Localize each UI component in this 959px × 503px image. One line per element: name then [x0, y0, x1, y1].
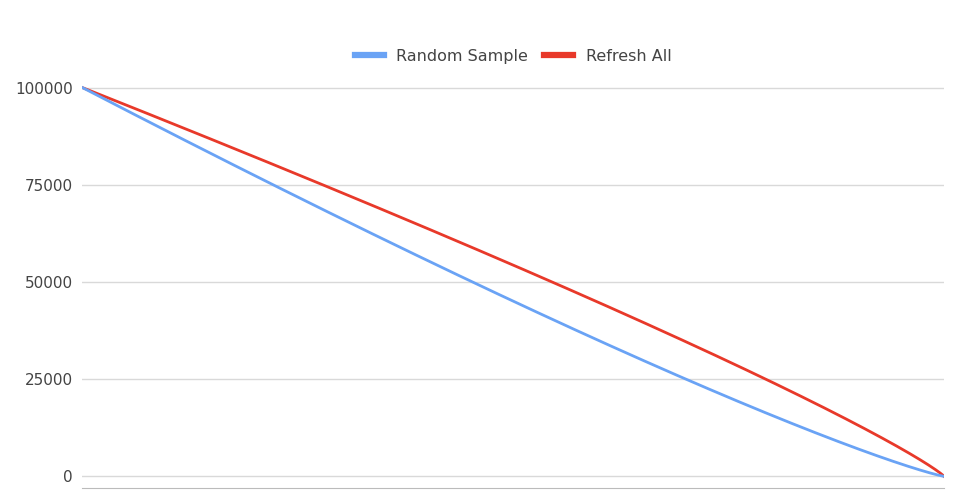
Refresh All — [456, 240, 468, 246]
Random Sample — [668, 371, 680, 377]
Random Sample — [456, 274, 468, 280]
Random Sample — [764, 411, 776, 417]
Line: Refresh All: Refresh All — [82, 88, 944, 476]
Random Sample — [938, 473, 949, 479]
Legend: Random Sample, Refresh All: Random Sample, Refresh All — [348, 43, 678, 70]
Random Sample — [425, 259, 436, 265]
Random Sample — [77, 85, 88, 91]
Random Sample — [165, 130, 176, 136]
Refresh All — [165, 120, 176, 126]
Refresh All — [749, 371, 760, 377]
Refresh All — [425, 227, 436, 233]
Refresh All — [938, 473, 949, 479]
Line: Random Sample: Random Sample — [82, 88, 944, 476]
Refresh All — [764, 378, 776, 384]
Random Sample — [749, 405, 760, 411]
Refresh All — [668, 333, 680, 340]
Refresh All — [77, 85, 88, 91]
